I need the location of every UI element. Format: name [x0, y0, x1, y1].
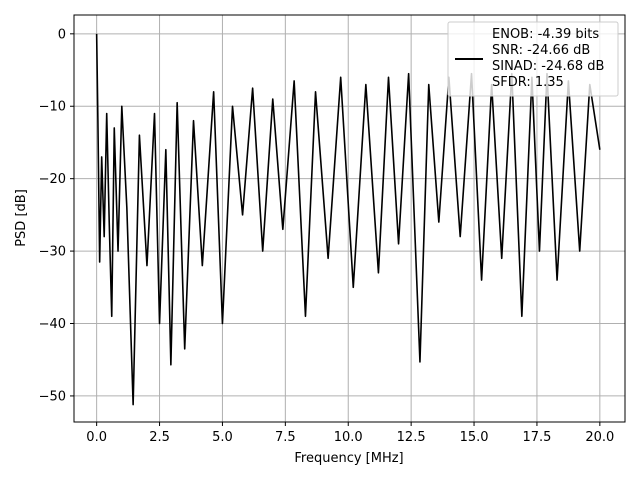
y-tick-label: −40: [39, 317, 66, 332]
y-tick-label: −30: [39, 245, 66, 260]
y-ticks: 0 −10 −20 −30 −40 −50: [39, 27, 74, 404]
x-tick-label: 2.5: [149, 430, 170, 445]
x-tick-label: 7.5: [275, 430, 296, 445]
legend-label-line: ENOB: -4.39 bits: [492, 27, 599, 42]
y-tick-label: −10: [39, 100, 66, 115]
x-tick-label: 20.0: [585, 430, 614, 445]
x-tick-label: 15.0: [460, 430, 489, 445]
y-tick-label: 0: [58, 27, 66, 42]
y-tick-label: −50: [39, 389, 66, 404]
y-tick-label: −20: [39, 172, 66, 187]
x-tick-label: 12.5: [397, 430, 426, 445]
series-line-0: [95, 33, 601, 406]
x-tick-label: 10.0: [334, 430, 363, 445]
x-tick-label: 17.5: [522, 430, 551, 445]
x-ticks: 0.0 2.5 5.0 7.5 10.0 12.5 15.0 17.5 20.0: [86, 422, 614, 445]
x-tick-label: 5.0: [212, 430, 233, 445]
x-tick-label: 0.0: [86, 430, 107, 445]
y-axis-label: PSD [dB]: [14, 189, 29, 247]
legend-box: [447, 21, 619, 97]
plot-frame: [73, 14, 626, 423]
x-axis-label: Frequency [MHz]: [294, 451, 403, 466]
legend-label-line: SNR: -24.66 dB: [492, 43, 590, 58]
legend-label-line: SFDR: 1.35: [492, 75, 564, 90]
legend-label-line: SINAD: -24.68 dB: [492, 59, 604, 74]
series-layer: [95, 33, 601, 406]
